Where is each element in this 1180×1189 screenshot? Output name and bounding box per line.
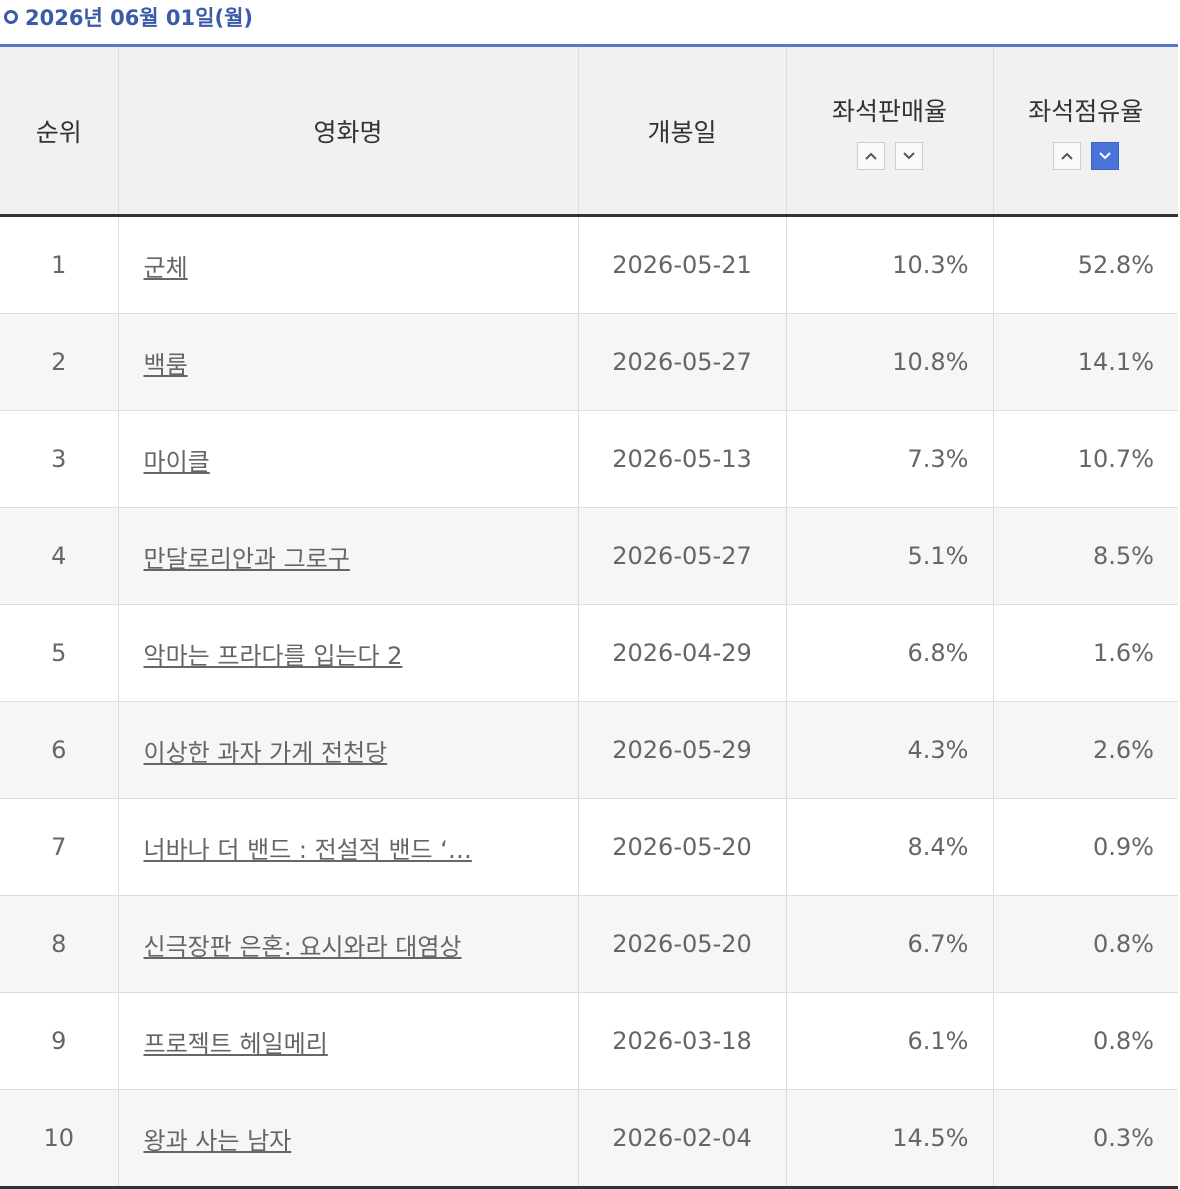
column-header: 순위 bbox=[0, 45, 119, 217]
column-header: 좌석판매율 bbox=[785, 45, 994, 217]
release-date-cell: 2026-05-20 bbox=[577, 895, 787, 993]
seat-share-cell: 8.5% bbox=[992, 507, 1178, 605]
seat-share-cell: 52.8% bbox=[992, 215, 1178, 314]
title-cell: 마이클 bbox=[117, 410, 579, 508]
release-date-cell: 2026-05-20 bbox=[577, 798, 787, 896]
seat-share-cell: 0.3% bbox=[992, 1089, 1178, 1188]
sort-desc-button-active[interactable] bbox=[1090, 141, 1119, 170]
title-cell: 백룸 bbox=[117, 313, 579, 411]
seat-sales-cell: 6.8% bbox=[785, 604, 994, 702]
movie-link[interactable]: 백룸 bbox=[143, 350, 188, 379]
title-cell: 만달로리안과 그로구 bbox=[117, 507, 579, 605]
date-title: 2026년 06월 01일(월) bbox=[25, 6, 253, 30]
column-label: 좌석판매율 bbox=[831, 96, 947, 126]
release-date-cell: 2026-05-29 bbox=[577, 701, 787, 799]
table-row: 4 만달로리안과 그로구 2026-05-27 5.1% 8.5% bbox=[0, 507, 1178, 605]
down-icon bbox=[1099, 151, 1111, 159]
movie-link[interactable]: 악마는 프라다를 입는다 2 bbox=[143, 641, 403, 670]
release-date-cell: 2026-02-04 bbox=[577, 1089, 787, 1188]
movie-link[interactable]: 이상한 과자 가게 전천당 bbox=[143, 738, 388, 767]
title-cell: 신극장판 은혼: 요시와라 대염상 bbox=[117, 895, 579, 993]
seat-share-cell: 0.9% bbox=[992, 798, 1178, 896]
seat-share-cell: 1.6% bbox=[992, 604, 1178, 702]
release-date-cell: 2026-05-27 bbox=[577, 507, 787, 605]
column-label: 개봉일 bbox=[647, 117, 717, 147]
seat-sales-cell: 8.4% bbox=[785, 798, 994, 896]
rank-cell: 10 bbox=[0, 1089, 119, 1188]
title-cell: 이상한 과자 가게 전천당 bbox=[117, 701, 579, 799]
table-row: 8 신극장판 은혼: 요시와라 대염상 2026-05-20 6.7% 0.8% bbox=[0, 895, 1178, 993]
column-header: 영화명 bbox=[117, 45, 579, 217]
rank-cell: 3 bbox=[0, 410, 119, 508]
table-body: 1 군체 2026-05-21 10.3% 52.8% 2 백룸 2026-05-27 10.8… bbox=[0, 215, 1178, 1188]
rank-cell: 9 bbox=[0, 992, 119, 1090]
movie-link[interactable]: 만달로리안과 그로구 bbox=[143, 544, 350, 573]
header-row: 순위 영화명 개봉일 좌석판매율 좌석점유율 bbox=[0, 45, 1178, 217]
seat-sales-cell: 4.3% bbox=[785, 701, 994, 799]
rank-cell: 6 bbox=[0, 701, 119, 799]
bullet-icon bbox=[4, 10, 18, 24]
rank-cell: 4 bbox=[0, 507, 119, 605]
title-cell: 프로젝트 헤일메리 bbox=[117, 992, 579, 1090]
title-cell: 왕과 사는 남자 bbox=[117, 1089, 579, 1188]
table-row: 10 왕과 사는 남자 2026-02-04 14.5% 0.3% bbox=[0, 1089, 1178, 1188]
movie-link[interactable]: 신극장판 은혼: 요시와라 대염상 bbox=[143, 932, 462, 961]
table-row: 6 이상한 과자 가게 전천당 2026-05-29 4.3% 2.6% bbox=[0, 701, 1178, 799]
column-header: 개봉일 bbox=[577, 45, 787, 217]
up-icon bbox=[1061, 152, 1073, 160]
seat-sales-cell: 10.8% bbox=[785, 313, 994, 411]
title-cell: 너바나 더 밴드 : 전설적 밴드 ‘… bbox=[117, 798, 579, 896]
release-date-cell: 2026-05-21 bbox=[577, 215, 787, 314]
sort-desc-button[interactable] bbox=[894, 141, 923, 170]
release-date-cell: 2026-05-13 bbox=[577, 410, 787, 508]
movie-link[interactable]: 너바나 더 밴드 : 전설적 밴드 ‘… bbox=[143, 835, 472, 864]
table-row: 5 악마는 프라다를 입는다 2 2026-04-29 6.8% 1.6% bbox=[0, 604, 1178, 702]
seat-share-cell: 10.7% bbox=[992, 410, 1178, 508]
movie-link[interactable]: 왕과 사는 남자 bbox=[143, 1126, 292, 1155]
sort-asc-button[interactable] bbox=[856, 141, 885, 170]
rank-cell: 1 bbox=[0, 215, 119, 314]
seat-sales-cell: 14.5% bbox=[785, 1089, 994, 1188]
table-row: 2 백룸 2026-05-27 10.8% 14.1% bbox=[0, 313, 1178, 411]
column-header: 좌석점유율 bbox=[992, 45, 1178, 217]
title-cell: 악마는 프라다를 입는다 2 bbox=[117, 604, 579, 702]
column-label: 좌석점유율 bbox=[1028, 96, 1144, 126]
ranking-table: 순위 영화명 개봉일 좌석판매율 좌석점유율 1 군체 2026-05-21 10.3… bbox=[0, 44, 1178, 1189]
release-date-cell: 2026-05-27 bbox=[577, 313, 787, 411]
rank-cell: 8 bbox=[0, 895, 119, 993]
movie-link[interactable]: 군체 bbox=[143, 253, 188, 282]
release-date-cell: 2026-03-18 bbox=[577, 992, 787, 1090]
title-cell: 군체 bbox=[117, 215, 579, 314]
sort-asc-button[interactable] bbox=[1052, 141, 1081, 170]
rank-cell: 7 bbox=[0, 798, 119, 896]
table-row: 3 마이클 2026-05-13 7.3% 10.7% bbox=[0, 410, 1178, 508]
movie-link[interactable]: 프로젝트 헤일메리 bbox=[143, 1029, 328, 1058]
up-icon bbox=[864, 152, 877, 160]
column-label: 순위 bbox=[35, 117, 82, 147]
seat-sales-cell: 6.7% bbox=[785, 895, 994, 993]
seat-sales-cell: 6.1% bbox=[785, 992, 994, 1090]
date-header: 2026년 06월 01일(월) bbox=[0, 0, 1180, 44]
table-row: 1 군체 2026-05-21 10.3% 52.8% bbox=[0, 215, 1178, 314]
down-icon bbox=[902, 151, 915, 159]
movie-link[interactable]: 마이클 bbox=[143, 447, 210, 476]
rank-cell: 2 bbox=[0, 313, 119, 411]
seat-share-cell: 0.8% bbox=[992, 895, 1178, 993]
seat-share-cell: 14.1% bbox=[992, 313, 1178, 411]
table-row: 7 너바나 더 밴드 : 전설적 밴드 ‘… 2026-05-20 8.4% 0.9% bbox=[0, 798, 1178, 896]
seat-share-cell: 2.6% bbox=[992, 701, 1178, 799]
seat-share-cell: 0.8% bbox=[992, 992, 1178, 1090]
table-row: 9 프로젝트 헤일메리 2026-03-18 6.1% 0.8% bbox=[0, 992, 1178, 1090]
seat-sales-cell: 7.3% bbox=[785, 410, 994, 508]
seat-sales-cell: 5.1% bbox=[785, 507, 994, 605]
column-label: 영화명 bbox=[313, 117, 383, 147]
release-date-cell: 2026-04-29 bbox=[577, 604, 787, 702]
seat-sales-cell: 10.3% bbox=[785, 215, 994, 314]
rank-cell: 5 bbox=[0, 604, 119, 702]
